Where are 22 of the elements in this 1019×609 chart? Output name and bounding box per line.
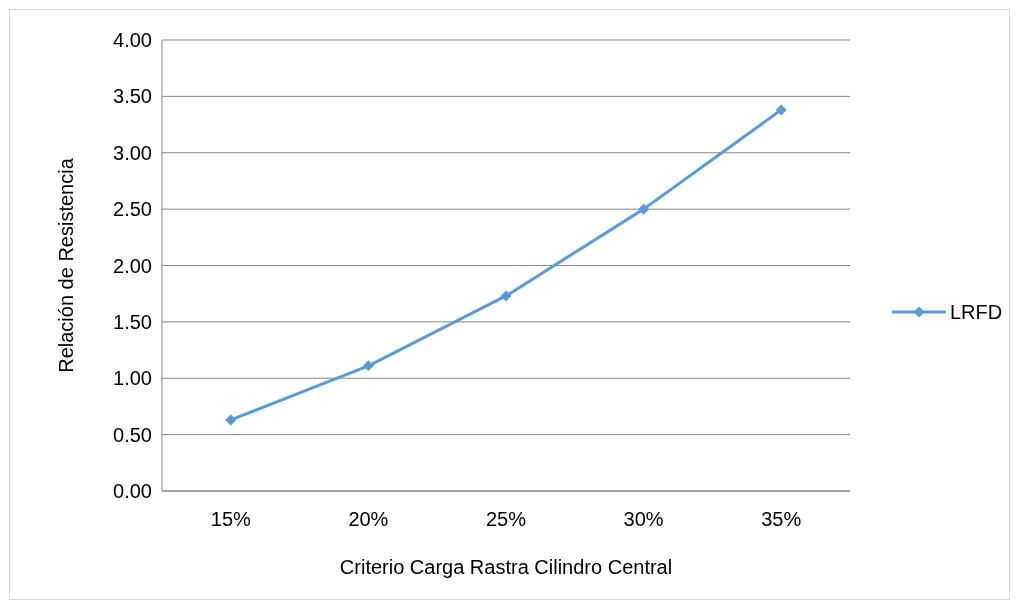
point (775, 104, 787, 116)
x-tick-label: 20% (348, 508, 389, 530)
point (500, 290, 512, 302)
legend-label: LRFD (950, 301, 1003, 323)
y-tick-label: 3.50 (113, 85, 152, 108)
x-tick-label: 30% (623, 508, 664, 530)
y-tick-label: 2.00 (113, 254, 152, 277)
y-tick-label: 0.00 (113, 480, 152, 502)
y-tick-label: 2.50 (113, 198, 152, 221)
y-tick-label: 4.00 (113, 29, 152, 51)
x-tick-label: 25% (485, 508, 527, 530)
x-tick-label: 15% (210, 508, 252, 530)
point (362, 360, 374, 372)
x-tick-label: 35% (761, 508, 802, 530)
y-tick-label: 1.50 (113, 310, 152, 333)
y-tick-label: 0.50 (113, 423, 152, 446)
y-axis-title: Relación de Resistencia (55, 157, 77, 373)
point (638, 203, 650, 215)
x-axis-title: Criterio Carga Rastra Cilindro Central (339, 556, 673, 578)
y-tick-label: 3.00 (113, 141, 152, 164)
y-tick-label: 1.00 (113, 367, 152, 390)
point (225, 414, 237, 426)
